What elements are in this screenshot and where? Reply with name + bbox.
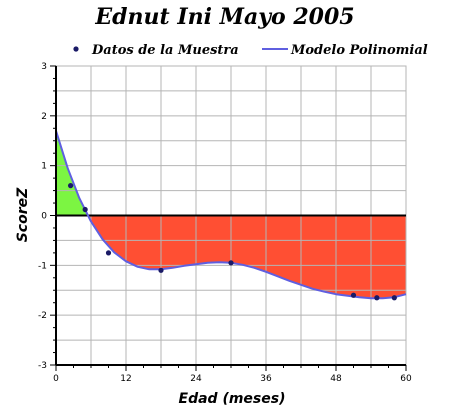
- y-tick-label: 2: [41, 112, 47, 122]
- y-tick-label: -3: [38, 361, 47, 371]
- area-fills: [56, 130, 406, 299]
- x-tick-label: 48: [330, 374, 342, 384]
- chart-title: Ednut Ini Mayo 2005: [94, 4, 354, 30]
- y-tick-label: -2: [38, 311, 47, 321]
- x-tick-label: 24: [190, 374, 202, 384]
- y-axis-ticks: -3 -2 -1 0 1 2 3: [38, 62, 56, 371]
- sample-point: [158, 267, 164, 273]
- positive-area-fill: [56, 130, 88, 216]
- y-tick-label: 3: [41, 62, 47, 72]
- legend-marker-datos: [73, 46, 79, 52]
- sample-point: [228, 260, 234, 266]
- y-tick-label: -1: [38, 261, 47, 271]
- y-axis-label: ScoreZ: [15, 187, 31, 242]
- sample-point: [67, 183, 74, 189]
- sample-point: [82, 206, 88, 213]
- y-tick-label: 0: [41, 212, 47, 222]
- x-tick-label: 36: [260, 374, 272, 384]
- legend-label-datos: Datos de la Muestra: [91, 43, 239, 58]
- legend: Datos de la Muestra Modelo Polinomial: [73, 43, 428, 58]
- x-axis-label: Edad (meses): [179, 391, 286, 407]
- x-tick-label: 60: [400, 374, 412, 384]
- sample-point: [391, 295, 397, 301]
- x-tick-label: 0: [53, 374, 59, 384]
- y-tick-label: 1: [41, 162, 47, 172]
- negative-area-fill: [88, 215, 406, 299]
- sample-point: [350, 292, 357, 298]
- x-axis-ticks: 0 12 24 36 48 60: [53, 365, 412, 384]
- sample-points: [67, 183, 397, 301]
- sample-point: [105, 250, 112, 256]
- sample-point: [374, 295, 380, 301]
- legend-label-modelo: Modelo Polinomial: [290, 43, 428, 58]
- x-tick-label: 12: [120, 374, 131, 384]
